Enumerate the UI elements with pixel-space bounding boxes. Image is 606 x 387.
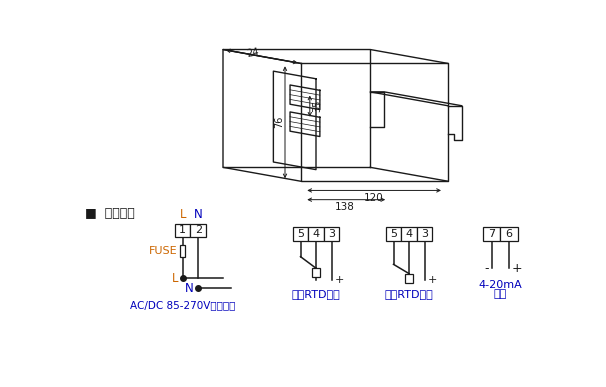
Bar: [405, 274, 413, 283]
Bar: [501, 227, 518, 241]
Text: 3: 3: [421, 229, 428, 239]
Bar: [175, 224, 190, 237]
Text: 76: 76: [274, 116, 284, 128]
Text: 4: 4: [313, 229, 319, 239]
Text: +: +: [335, 275, 344, 285]
Text: L: L: [171, 272, 178, 285]
Text: FUSE: FUSE: [149, 246, 178, 256]
Bar: [190, 224, 206, 237]
Bar: [293, 227, 308, 241]
Text: 三线RTD输入: 三线RTD输入: [385, 289, 433, 299]
Text: 5: 5: [390, 229, 397, 239]
Text: 4-20mA: 4-20mA: [479, 280, 522, 290]
Text: L: L: [179, 208, 186, 221]
Text: 3: 3: [328, 229, 335, 239]
Text: 二线RTD输入: 二线RTD输入: [291, 289, 341, 299]
Text: 35: 35: [313, 100, 322, 112]
Bar: [312, 268, 320, 277]
Text: 2: 2: [195, 226, 202, 235]
Text: N: N: [194, 208, 202, 221]
Text: AC/DC 85-270V辅助电源: AC/DC 85-270V辅助电源: [130, 301, 235, 310]
Bar: [180, 245, 185, 257]
Text: 1: 1: [179, 226, 186, 235]
Text: 输出: 输出: [494, 289, 507, 299]
Text: 120: 120: [364, 193, 384, 203]
Text: 4: 4: [405, 229, 413, 239]
Text: N: N: [185, 282, 193, 295]
Text: 7: 7: [488, 229, 496, 239]
Text: +: +: [512, 262, 523, 275]
Bar: [401, 227, 417, 241]
Bar: [484, 227, 501, 241]
Bar: [417, 227, 432, 241]
Text: 24: 24: [245, 47, 259, 59]
Bar: [386, 227, 401, 241]
Bar: [324, 227, 339, 241]
Bar: [308, 227, 324, 241]
Text: -: -: [484, 262, 489, 275]
Text: 138: 138: [335, 202, 355, 212]
Text: 6: 6: [505, 229, 513, 239]
Text: +: +: [428, 275, 437, 285]
Text: 5: 5: [297, 229, 304, 239]
Text: ■  接线方式: ■ 接线方式: [85, 207, 135, 219]
